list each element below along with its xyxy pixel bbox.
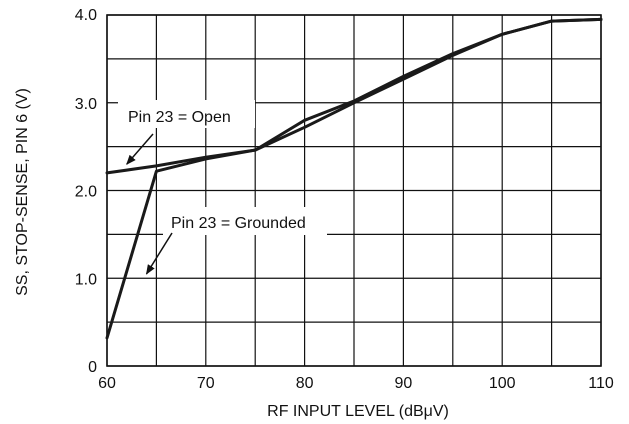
x-axis-label: RF INPUT LEVEL (dBμV) — [267, 403, 449, 420]
x-tick-label: 110 — [588, 375, 614, 392]
x-tick-label: 80 — [296, 375, 314, 392]
y-tick-label: 4.0 — [75, 7, 97, 24]
annotation-open-arrow — [126, 133, 154, 165]
x-tick-label: 70 — [197, 375, 215, 392]
x-tick-label: 100 — [489, 375, 516, 392]
y-tick-label: 0 — [88, 359, 97, 376]
x-tick-label: 90 — [395, 375, 413, 392]
annotation-label-background — [118, 100, 255, 128]
y-tick-label: 2.0 — [75, 184, 97, 201]
annotation-grounded-arrow — [145, 232, 173, 275]
annotation-open-label: Pin 23 = Open — [128, 109, 231, 126]
annotations: Pin 23 = Open Pin 23 = Grounded — [126, 109, 306, 275]
tick-labels: 60 70 80 90 100 110 0 1.0 2.0 3.0 4.0 — [75, 7, 614, 392]
y-tick-label: 3.0 — [75, 96, 97, 113]
y-tick-label: 1.0 — [75, 271, 97, 288]
x-tick-label: 60 — [98, 375, 116, 392]
plot-frame — [106, 14, 602, 367]
annotation-grounded-label: Pin 23 = Grounded — [171, 215, 306, 232]
data-series — [105, 17, 603, 340]
grid-lines — [106, 14, 602, 367]
series-line-grounded — [105, 17, 603, 340]
annotation-label-background — [163, 207, 327, 235]
y-axis-label: SS, STOP-SENSE, PIN 6 (V) — [14, 88, 31, 296]
